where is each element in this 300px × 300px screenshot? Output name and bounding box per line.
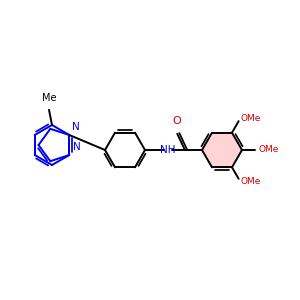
Text: N: N [72, 122, 80, 132]
Text: OMe: OMe [240, 177, 260, 186]
Text: Me: Me [42, 93, 56, 103]
Text: N: N [73, 142, 81, 152]
Text: OMe: OMe [258, 146, 279, 154]
Text: O: O [172, 116, 181, 126]
Text: OMe: OMe [240, 114, 260, 123]
Text: NH: NH [160, 145, 176, 155]
Polygon shape [202, 133, 242, 167]
